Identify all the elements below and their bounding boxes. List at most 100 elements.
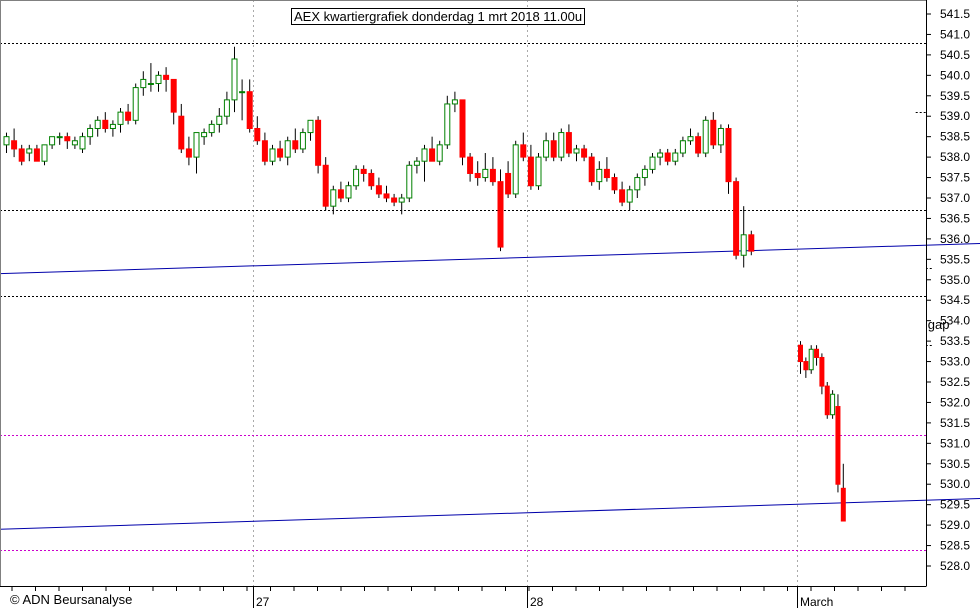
candle-body bbox=[588, 156, 595, 183]
candle-body bbox=[26, 148, 33, 154]
candle-body bbox=[94, 119, 101, 129]
candle-body bbox=[835, 406, 841, 485]
candle-down bbox=[497, 169, 504, 252]
candle-body bbox=[603, 168, 610, 179]
candle-down bbox=[292, 128, 299, 154]
plot-frame bbox=[0, 0, 927, 587]
candle-body bbox=[185, 148, 192, 158]
candle-down bbox=[11, 128, 18, 158]
candle-up bbox=[41, 144, 48, 166]
candle-body bbox=[740, 234, 747, 256]
candle-body bbox=[18, 148, 25, 162]
candle-body bbox=[269, 148, 276, 162]
candle-down bbox=[337, 181, 344, 203]
candle-up bbox=[109, 120, 116, 137]
candle-body bbox=[421, 148, 428, 162]
candle-down bbox=[102, 112, 109, 133]
candle-body bbox=[672, 152, 679, 162]
candle-down bbox=[489, 157, 496, 186]
candle-down bbox=[254, 116, 261, 145]
candle-body bbox=[254, 127, 261, 142]
candle-body bbox=[406, 164, 413, 199]
candle-body bbox=[398, 197, 405, 203]
candle-down bbox=[360, 165, 367, 182]
candle-up bbox=[641, 165, 648, 186]
candle-body bbox=[56, 136, 63, 139]
y-tick-label: 535.5 bbox=[940, 252, 970, 266]
candle-body bbox=[641, 168, 648, 179]
x-tick-label: 27 bbox=[256, 595, 270, 609]
candle-body bbox=[819, 356, 825, 387]
candle-body bbox=[246, 91, 253, 129]
candle-body bbox=[611, 177, 618, 191]
candle-body bbox=[345, 185, 352, 199]
candle-up bbox=[679, 136, 686, 158]
candle-up bbox=[436, 140, 443, 166]
candle-down bbox=[368, 169, 375, 190]
candle-body bbox=[330, 189, 337, 207]
candle-body bbox=[444, 103, 451, 146]
candle-up bbox=[830, 390, 836, 419]
candle-body bbox=[155, 74, 162, 85]
candle-body bbox=[277, 148, 284, 158]
candle-up bbox=[201, 128, 208, 145]
candle-body bbox=[201, 132, 208, 138]
candle-body bbox=[543, 140, 550, 158]
candle-body bbox=[299, 132, 306, 150]
candle-up bbox=[132, 83, 139, 125]
candle-body bbox=[619, 189, 626, 203]
candle-body bbox=[216, 115, 223, 125]
candle-body bbox=[489, 168, 496, 183]
candle-up bbox=[413, 157, 420, 174]
candle-body bbox=[117, 111, 124, 125]
candle-up bbox=[231, 46, 238, 113]
candle-up bbox=[239, 79, 246, 121]
candle-up bbox=[717, 124, 724, 154]
x-tick-label: March bbox=[800, 595, 833, 609]
candle-down bbox=[375, 177, 382, 198]
candle-body bbox=[368, 172, 375, 187]
candle-body bbox=[814, 348, 820, 358]
candle-up bbox=[657, 148, 664, 166]
x-tick-label: 28 bbox=[530, 595, 544, 609]
candle-down bbox=[315, 116, 322, 174]
candle-body bbox=[520, 144, 527, 158]
y-tick-label: 532.0 bbox=[940, 395, 970, 409]
candle-body bbox=[710, 119, 717, 146]
candle-body bbox=[125, 111, 132, 121]
candle-body bbox=[436, 144, 443, 162]
candle-body bbox=[223, 99, 230, 117]
candle-down bbox=[550, 132, 557, 162]
candle-body bbox=[163, 74, 170, 80]
candle-body bbox=[49, 136, 56, 146]
candle-body bbox=[725, 127, 732, 183]
candle-body bbox=[467, 156, 474, 174]
candle-up bbox=[573, 144, 580, 162]
y-tick-label: 540.0 bbox=[940, 68, 970, 82]
candle-body bbox=[527, 156, 534, 187]
candle-down bbox=[725, 124, 732, 194]
candle-up bbox=[512, 140, 519, 198]
candle-body bbox=[505, 172, 512, 195]
candle-up bbox=[299, 128, 306, 154]
y-tick-label: 534.0 bbox=[940, 314, 970, 328]
candle-down bbox=[246, 79, 253, 133]
candle-body bbox=[573, 148, 580, 154]
chart-title: AEX kwartiergrafiek donderdag 1 mrt 2018… bbox=[291, 8, 586, 25]
candle-up bbox=[672, 148, 679, 166]
candle-up bbox=[223, 91, 230, 125]
candle-down bbox=[467, 153, 474, 182]
candle-body bbox=[102, 119, 109, 129]
candle-down bbox=[565, 124, 572, 158]
candle-up bbox=[444, 95, 451, 149]
candle-body bbox=[413, 160, 420, 166]
candle-body bbox=[3, 136, 10, 146]
candle-body bbox=[687, 136, 694, 142]
y-tick-label: 540.5 bbox=[940, 48, 970, 62]
candle-body bbox=[79, 136, 86, 150]
candle-body bbox=[292, 140, 299, 150]
candle-down bbox=[819, 353, 825, 395]
candle-up bbox=[482, 153, 489, 182]
candle-down bbox=[520, 132, 527, 162]
